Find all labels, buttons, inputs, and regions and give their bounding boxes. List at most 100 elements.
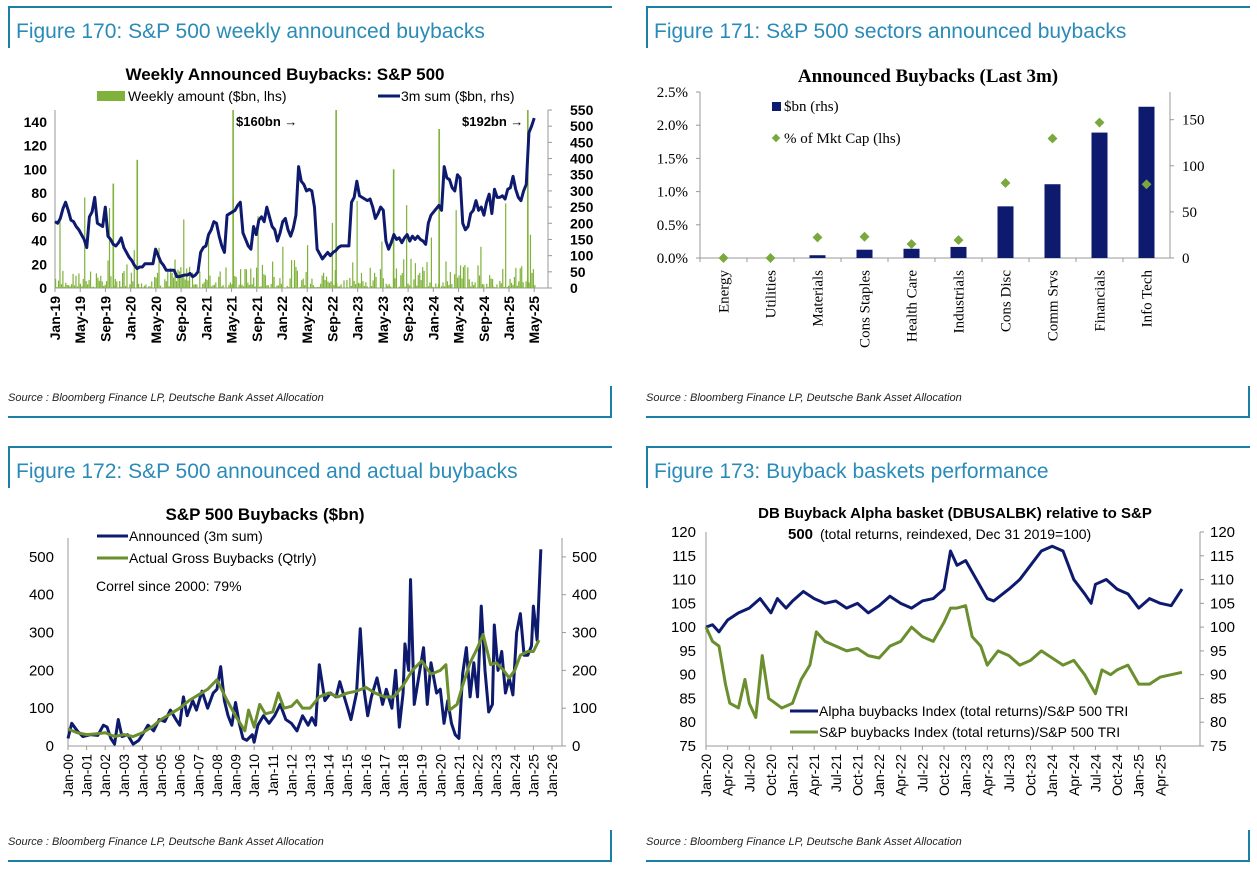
- y-tick-right: 100: [572, 700, 597, 717]
- weekly-bar: [423, 270, 425, 288]
- weekly-bar: [219, 271, 221, 288]
- weekly-bar: [521, 266, 523, 288]
- panel-right-rule: [610, 830, 612, 860]
- x-tick-label: Jan-13: [302, 754, 318, 797]
- weekly-bar: [189, 266, 191, 288]
- y-tick-right: 100: [570, 248, 594, 264]
- weekly-bar: [308, 287, 310, 288]
- x-tick-label: Jan-04: [134, 754, 150, 797]
- weekly-bar: [440, 286, 443, 288]
- weekly-bar: [65, 282, 67, 288]
- weekly-bar: [483, 284, 485, 288]
- weekly-bar: [149, 286, 151, 288]
- y-tick-right: 80: [1210, 714, 1227, 731]
- weekly-bar: [320, 283, 322, 288]
- weekly-bar: [398, 286, 400, 288]
- weekly-bar: [296, 270, 298, 288]
- chart-title-cont: 500: [788, 526, 813, 543]
- weekly-bar: [356, 200, 358, 288]
- weekly-bar: [359, 283, 361, 288]
- bar-bn: [997, 206, 1014, 258]
- weekly-bar: [314, 287, 316, 288]
- legend-label-alpha: Alpha buybacks Index (total returns)/S&P…: [819, 703, 1128, 719]
- weekly-bar: [226, 287, 229, 288]
- x-tick-label: Jan-20: [123, 296, 139, 341]
- weekly-bar: [129, 284, 131, 288]
- weekly-bar: [505, 203, 507, 288]
- weekly-bar: [193, 284, 195, 288]
- weekly-bar: [387, 285, 389, 288]
- y-tick-left: 0: [39, 280, 47, 296]
- x-tick-label: Jan-19: [47, 296, 63, 341]
- weekly-bar: [167, 272, 169, 288]
- weekly-bar: [432, 286, 434, 288]
- bar-bn: [856, 249, 873, 258]
- weekly-bar: [515, 267, 517, 288]
- panel-left-rule: [8, 448, 10, 488]
- bar-bn: [809, 255, 826, 258]
- weekly-bar: [71, 284, 73, 288]
- weekly-bar: [363, 286, 365, 288]
- y-tick-left: 0.0%: [657, 251, 688, 267]
- weekly-bar: [194, 284, 197, 288]
- weekly-bar: [231, 284, 233, 288]
- weekly-bar: [247, 282, 249, 288]
- y-tick-right: 115: [1210, 548, 1234, 565]
- source-note: Source : Bloomberg Finance LP, Deutsche …: [646, 392, 962, 404]
- weekly-bar: [191, 272, 194, 288]
- weekly-bar: [324, 280, 326, 288]
- x-tick-label: Oct-22: [936, 754, 952, 796]
- x-tick-label: Jan-03: [116, 754, 132, 797]
- legend-label-actual: Actual Gross Buybacks (Qtrly): [129, 550, 317, 566]
- y-tick-right: 500: [572, 549, 597, 566]
- weekly-bar: [478, 275, 481, 288]
- x-tick-label: Apr-25: [1152, 754, 1168, 796]
- weekly-bar: [371, 286, 373, 288]
- weekly-bar: [123, 270, 125, 288]
- x-tick-label: Jan-21: [198, 296, 214, 341]
- panel-top-rule: [8, 6, 612, 8]
- bar-bn: [1091, 132, 1108, 258]
- weekly-bar: [468, 279, 470, 288]
- weekly-bar: [510, 282, 513, 288]
- weekly-bar: [337, 286, 339, 288]
- x-tick-label: Jan-02: [97, 754, 113, 797]
- x-tick-label: Jan-20: [698, 754, 714, 797]
- y-tick-left: 100: [24, 161, 48, 177]
- weekly-bar: [145, 284, 147, 288]
- y-tick-left: 1.5%: [657, 151, 688, 167]
- weekly-bar: [499, 280, 501, 288]
- weekly-bar: [116, 281, 118, 288]
- weekly-bar: [242, 286, 245, 288]
- weekly-bar: [199, 271, 201, 288]
- y-tick-right: 90: [1210, 667, 1227, 684]
- x-tick-label: Jan-23: [488, 754, 504, 797]
- weekly-bar: [426, 262, 428, 288]
- weekly-bar: [103, 285, 105, 288]
- weekly-bar: [98, 280, 100, 288]
- weekly-bar: [280, 283, 282, 288]
- weekly-bar: [480, 246, 482, 288]
- weekly-bar: [107, 260, 109, 288]
- weekly-bar: [461, 278, 463, 288]
- panel-bottom-rule: [646, 860, 1250, 862]
- panel-top-rule: [646, 446, 1250, 448]
- weekly-bar: [516, 285, 518, 288]
- weekly-bar: [139, 287, 141, 288]
- weekly-bar: [443, 286, 446, 288]
- legend-swatch-weekly: [97, 91, 125, 101]
- weekly-bar: [267, 285, 269, 288]
- x-tick-label: Jul-20: [741, 754, 757, 792]
- diamond-pct-mktcap: [906, 239, 917, 250]
- figure-title: Figure 173: Buyback baskets performance: [654, 460, 1049, 483]
- weekly-bar: [365, 282, 367, 288]
- weekly-bar: [207, 231, 210, 288]
- diamond-pct-mktcap: [718, 253, 729, 263]
- weekly-bar-spike: [335, 110, 337, 288]
- weekly-bar: [143, 285, 146, 288]
- weekly-buybacks-chart: Weekly Announced Buybacks: S&P 500 Weekly…: [24, 65, 594, 343]
- x-tick-label: Materials: [811, 270, 827, 327]
- weekly-bar: [473, 285, 475, 288]
- x-tick-label: Jan-24: [425, 296, 441, 341]
- bar-bn: [903, 248, 920, 258]
